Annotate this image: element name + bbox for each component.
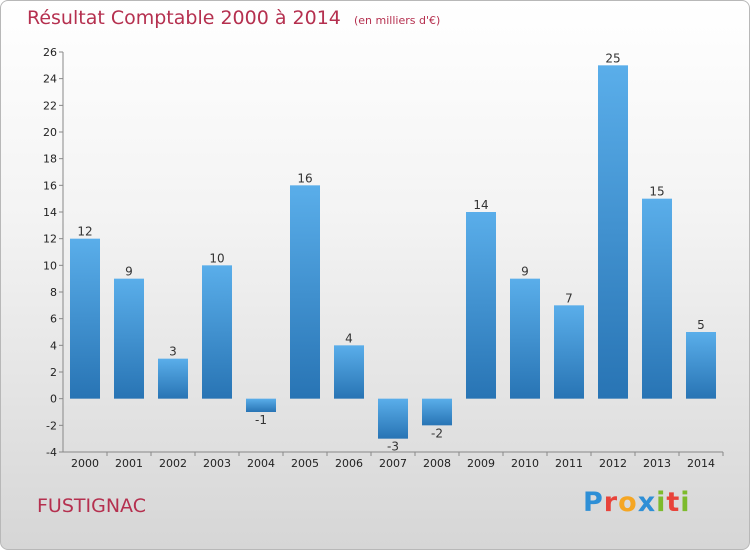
chart-title-text: Résultat Comptable 2000 à 2014 [27,7,341,29]
town-name: FUSTIGNAC [37,495,146,517]
y-tick-label: 22 [43,99,57,112]
value-label: 14 [473,198,488,212]
bar-2004 [246,398,276,412]
y-tick-label: 4 [50,339,57,352]
bar-2001 [114,278,144,399]
y-tick-label: 16 [43,179,57,192]
x-tick-label: 2000 [71,457,99,470]
bar-2009 [466,212,496,399]
proxiti-logo[interactable]: Proxiti [583,487,691,518]
bar-2011 [554,305,584,399]
bar-2007 [378,398,408,439]
value-label: 9 [125,265,133,279]
y-tick-label: -2 [46,419,57,432]
x-tick-label: 2011 [555,457,583,470]
value-label: 15 [649,185,664,199]
y-tick-label: 0 [50,393,57,406]
value-label: -1 [255,413,267,427]
x-tick-label: 2008 [423,457,451,470]
value-label: -3 [387,440,399,454]
x-tick-label: 2004 [247,457,275,470]
logo-letter: P [583,487,604,518]
value-label: 5 [697,318,705,332]
x-tick-label: 2013 [643,457,671,470]
y-tick-label: 12 [43,233,57,246]
value-label: 7 [565,291,573,305]
bar-2012 [598,65,628,399]
logo-letter: t [666,487,681,518]
logo-letter: i [680,487,691,518]
value-label: 25 [605,51,620,65]
bar-2010 [510,278,540,399]
logo-letter: o [618,487,638,518]
value-label: 9 [521,265,529,279]
x-tick-label: 2005 [291,457,319,470]
logo-letter: r [603,487,619,518]
bar-2000 [70,238,100,399]
value-label: -2 [431,426,443,440]
bar-2014 [686,332,716,399]
x-tick-label: 2006 [335,457,363,470]
logo-letter: x [637,487,657,518]
chart-labels: 2000 12 2001 9 2002 3 2003 10 2004 -1 2005 16 2006 4 2… [71,51,715,470]
x-tick-label: 2012 [599,457,627,470]
bar-2003 [202,265,232,399]
value-label: 10 [209,251,224,265]
y-tick-label: 14 [43,206,57,219]
y-tick-label: 10 [43,259,57,272]
y-tick-label: -4 [46,446,57,459]
y-tick-label: 18 [43,153,57,166]
chart-subtitle: (en milliers d'€) [353,14,441,27]
y-tick-label: 26 [43,46,57,59]
x-tick-label: 2001 [115,457,143,470]
x-tick-label: 2014 [687,457,715,470]
x-tick-label: 2007 [379,457,407,470]
value-label: 4 [345,331,353,345]
value-label: 12 [77,225,92,239]
bar-2006 [334,345,364,399]
logo-letter: i [656,487,667,518]
bar-2002 [158,358,188,399]
value-label: 16 [297,171,312,185]
x-tick-label: 2002 [159,457,187,470]
y-tick-label: 24 [43,73,57,86]
chart-title: Résultat Comptable 2000 à 2014 (en milli… [27,7,440,29]
bar-2013 [642,198,672,399]
bar-2008 [422,398,452,426]
y-tick-label: 20 [43,126,57,139]
chart-bars [70,65,716,439]
x-tick-label: 2010 [511,457,539,470]
y-tick-label: 6 [50,313,57,326]
bar-2005 [290,185,320,399]
x-tick-label: 2003 [203,457,231,470]
y-tick-label: 8 [50,286,57,299]
x-tick-label: 2009 [467,457,495,470]
value-label: 3 [169,345,177,359]
y-tick-label: 2 [50,366,57,379]
